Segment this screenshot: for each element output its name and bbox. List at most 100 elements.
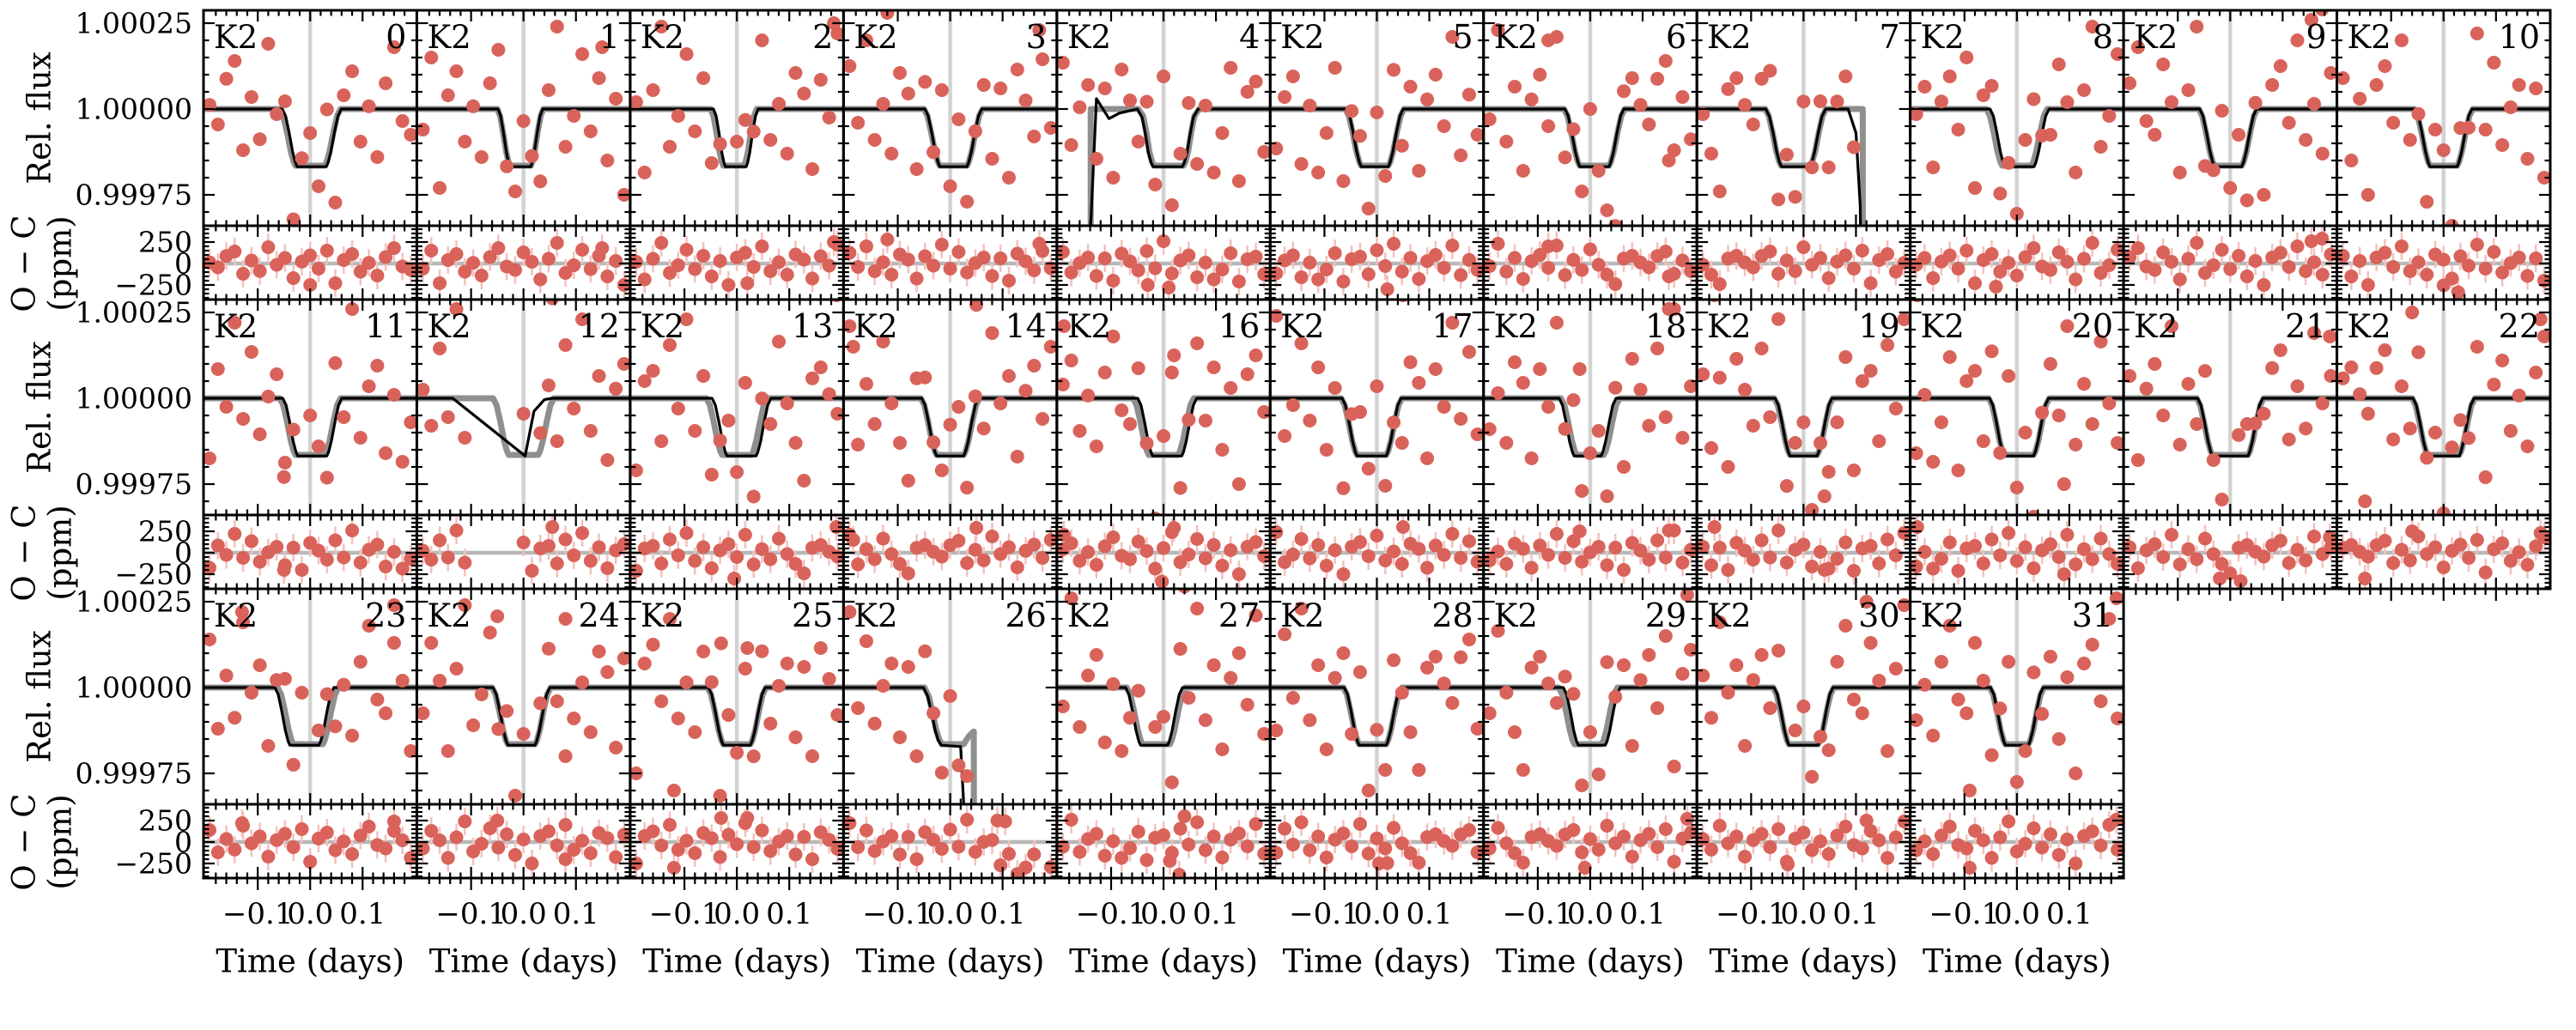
flux-data-point — [558, 749, 573, 763]
residual-data-point — [654, 556, 669, 571]
residual-data-point — [2436, 278, 2451, 293]
residual-data-point — [696, 540, 711, 554]
residual-data-point — [458, 555, 472, 570]
instrument-label: K2 — [854, 597, 897, 634]
residual-data-point — [2060, 833, 2075, 846]
flux-data-point — [1617, 84, 1631, 99]
flux-data-point — [1081, 78, 1096, 92]
flux-data-point — [2215, 104, 2229, 118]
residual-data-point — [1089, 558, 1103, 572]
scatter-flux — [1270, 30, 1484, 215]
flux-data-point — [1483, 112, 1497, 126]
residual-data-point — [1361, 846, 1376, 861]
flux-data-point — [1387, 653, 1401, 668]
flux-data-point — [1131, 361, 1145, 375]
flux-data-point — [2051, 409, 2066, 422]
residual-panel-30 — [1695, 803, 1912, 880]
flux-data-point — [1754, 648, 1769, 662]
flux-data-point — [1771, 644, 1786, 657]
flux-data-point — [1859, 595, 1874, 609]
instrument-label: K2 — [1921, 19, 1965, 56]
residual-data-point — [600, 561, 615, 575]
scatter-flux — [1483, 302, 1698, 504]
residual-data-point — [1224, 246, 1238, 260]
residual-data-point — [458, 815, 472, 828]
flux-data-point — [927, 435, 941, 450]
residual-data-point — [219, 548, 234, 562]
flux-data-point — [2445, 440, 2459, 455]
panel-3: K2 3 — [841, 9, 1059, 227]
residual-data-point — [909, 271, 924, 286]
flux-data-point — [558, 612, 573, 626]
time-tick-label: 0.0 — [1994, 897, 2040, 931]
flux-data-point — [353, 655, 368, 669]
residual-data-point — [772, 255, 787, 270]
flux-data-point — [328, 196, 343, 209]
panel-31: K2 31 — [1909, 587, 2125, 806]
residual-data-point — [2035, 840, 2050, 855]
flux-data-point — [1097, 736, 1112, 749]
flux-data-point — [867, 417, 882, 431]
residual-data-point — [1541, 548, 1556, 562]
flux-data-point — [1089, 152, 1103, 166]
flux-data-point — [1591, 424, 1606, 438]
flux-data-point — [567, 402, 581, 415]
flux-data-point — [1855, 706, 1869, 720]
flux-data-point — [2386, 433, 2401, 446]
time-tick-label: 0.0 — [1140, 897, 1187, 931]
flux-data-point — [440, 88, 455, 102]
flux-data-point — [2206, 453, 2221, 467]
flux-data-point — [663, 140, 677, 154]
flux-data-point — [395, 455, 410, 469]
flux-data-point — [884, 657, 899, 670]
residual-data-point — [2102, 258, 2117, 272]
residual-data-point — [918, 249, 933, 264]
flux-data-point — [541, 83, 556, 97]
flux-data-point — [876, 335, 890, 348]
flux-data-point — [851, 116, 866, 130]
residual-data-point — [960, 556, 975, 570]
residual-data-point — [2123, 250, 2137, 264]
flux-data-point — [312, 439, 325, 453]
residual-data-point — [1572, 524, 1587, 538]
flux-data-point — [1541, 33, 1556, 47]
residual-data-point — [2436, 560, 2451, 574]
panel-number: 17 — [1431, 307, 1473, 345]
resid-tick-label: 0 — [174, 536, 192, 570]
flux-data-point — [2077, 377, 2092, 391]
residual-data-point — [1336, 275, 1351, 288]
flux-data-point — [2018, 426, 2032, 439]
residual-data-point — [1830, 828, 1844, 843]
residual-data-point — [859, 239, 873, 253]
residual-data-point — [416, 841, 430, 856]
residual-data-point — [1942, 820, 1957, 833]
residual-data-point — [345, 847, 360, 861]
flux-data-point — [2487, 56, 2501, 70]
residual-data-point — [1387, 544, 1401, 559]
residual-data-point — [1249, 817, 1263, 831]
flux-data-point — [1319, 742, 1334, 756]
residual-data-point — [312, 262, 325, 276]
residual-data-point — [1139, 853, 1154, 867]
residual-data-point — [1106, 530, 1121, 544]
residual-data-point — [244, 253, 258, 268]
residual-data-point — [1650, 840, 1665, 854]
residual-data-point — [746, 840, 761, 854]
flux-data-point — [1470, 427, 1484, 441]
flux-data-point — [2139, 114, 2154, 128]
residual-data-point — [1412, 272, 1426, 286]
residual-data-point — [2093, 531, 2108, 546]
residual-data-point — [1097, 539, 1112, 554]
flux-data-point — [1394, 138, 1409, 153]
panel-number: 12 — [579, 307, 620, 345]
residual-data-point — [2148, 263, 2162, 277]
flux-data-point — [2239, 193, 2254, 208]
flux-data-point — [1081, 669, 1096, 682]
residual-panel-14 — [841, 513, 1059, 591]
flux-data-point — [295, 517, 309, 530]
flux-data-point — [1032, 23, 1047, 37]
residual-data-point — [780, 829, 794, 843]
flux-data-point — [1872, 415, 1886, 428]
flux-data-point — [1650, 701, 1665, 715]
residual-data-point — [1491, 237, 1505, 251]
